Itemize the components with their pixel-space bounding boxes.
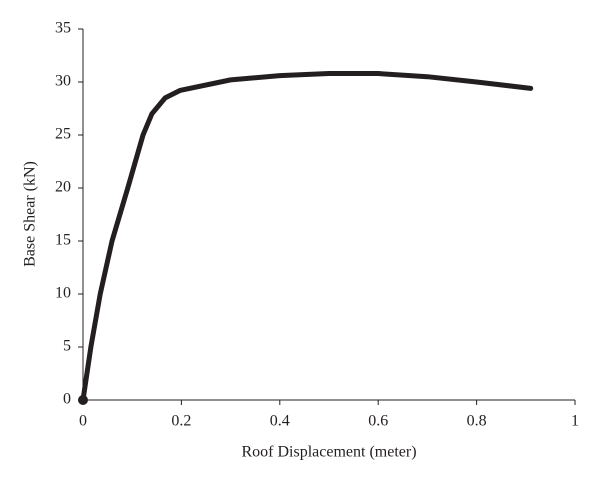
y-tick-label: 20 (55, 179, 71, 196)
start-point (78, 395, 88, 405)
x-tick-label: 0.4 (270, 413, 290, 430)
x-axis-label: Roof Displacement (meter) (241, 444, 416, 461)
x-tick-label: 0 (79, 413, 87, 430)
x-tick-label: 0.2 (171, 413, 191, 430)
y-tick-label: 15 (55, 232, 71, 249)
x-tick-label: 1 (571, 413, 579, 430)
x-tick-label: 0.6 (368, 413, 388, 430)
y-tick-label: 25 (55, 126, 71, 143)
y-tick-label: 35 (55, 20, 71, 37)
y-axis-label: Base Shear (kN) (22, 161, 39, 267)
y-tick-label: 10 (55, 285, 71, 302)
y-tick-label: 0 (63, 391, 71, 408)
y-tick-label: 5 (63, 338, 71, 355)
y-tick-label: 30 (55, 73, 71, 90)
data-line (80, 71, 534, 403)
x-tick-label: 0.8 (467, 413, 487, 430)
